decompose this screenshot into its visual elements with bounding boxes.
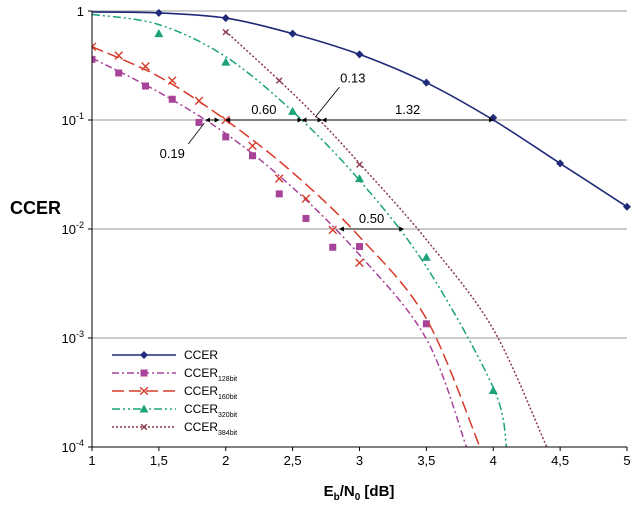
x-tick-label: 4 — [490, 453, 497, 468]
data-point — [167, 76, 177, 85]
legend-label: CCER160bit — [184, 384, 237, 401]
data-point — [623, 202, 631, 211]
data-point — [488, 385, 498, 394]
series-layer — [92, 8, 631, 447]
x-tick-label: 5 — [623, 453, 630, 468]
data-point — [328, 225, 338, 235]
data-point — [141, 62, 150, 71]
annotation-label: 0.19 — [160, 146, 185, 161]
x-tick-label: 3 — [356, 453, 363, 468]
legend-entry: CCER — [112, 348, 218, 362]
annotation-leader — [315, 86, 340, 118]
data-point — [92, 42, 97, 52]
legend-label: CCER — [184, 348, 218, 362]
data-point — [115, 69, 123, 77]
data-point — [221, 14, 230, 23]
y-tick-label: 10-4 — [62, 438, 84, 455]
data-point — [222, 133, 230, 141]
data-point — [301, 194, 311, 203]
data-point — [154, 8, 163, 17]
data-point — [249, 152, 256, 160]
legend-marker — [140, 423, 148, 431]
data-point — [422, 320, 430, 328]
legend-entry: CCER128bit — [112, 366, 237, 383]
series-384bit — [222, 28, 548, 447]
legend-label: CCER128bit — [184, 366, 237, 383]
x-tick-label: 4,5 — [551, 453, 569, 468]
data-point — [274, 174, 284, 183]
y-axis-label: CCER — [10, 198, 61, 218]
data-point — [355, 174, 364, 183]
x-tick-label: 3,5 — [417, 453, 435, 468]
data-point — [114, 51, 124, 60]
legend-entry: CCER320bit — [112, 402, 237, 419]
data-point — [92, 55, 96, 63]
legend-entry: CCER384bit — [112, 420, 237, 437]
series-160bit — [92, 42, 481, 447]
x-tick-label: 2,5 — [284, 453, 302, 468]
data-point — [355, 50, 364, 59]
legend-marker — [140, 369, 148, 377]
y-tick-label: 1 — [77, 4, 84, 19]
legend-marker — [139, 386, 149, 396]
y-tick-label: 10-3 — [62, 329, 84, 346]
series-320bit — [92, 13, 508, 447]
data-point — [302, 214, 310, 222]
axes: 1 1,5 2 2,5 3 3,5 4 4,5 5 1 10-1 10-2 10-3 10-4 CCER Eb… — [10, 4, 631, 503]
annotation-label: 0.13 — [340, 71, 365, 86]
data-point — [356, 161, 363, 168]
data-point — [422, 78, 431, 87]
annotation-layer: 0.19 0.60 0.13 1.32 0.50 — [160, 71, 494, 232]
data-point — [194, 96, 204, 106]
data-point — [421, 252, 431, 261]
x-tick-label: 1 — [88, 453, 95, 468]
data-point — [288, 29, 297, 38]
series-line — [225, 30, 548, 447]
data-point — [221, 57, 231, 66]
data-point — [154, 29, 164, 38]
series-line — [92, 13, 508, 447]
y-tick-label: 10-1 — [62, 111, 84, 128]
data-point — [142, 82, 149, 90]
data-point — [168, 95, 176, 103]
data-point — [222, 28, 230, 36]
x-tick-label: 1,5 — [150, 453, 168, 468]
legend-label: CCER320bit — [184, 402, 237, 419]
legend: CCER CCER128bitCCER160bitCCER320bitCCER38… — [112, 348, 237, 437]
annotation-label: 1.32 — [395, 102, 420, 117]
series-line — [92, 57, 468, 447]
data-point — [195, 118, 203, 126]
annotation-label: 0.50 — [359, 211, 384, 226]
x-axis-label: Eb/N0 [dB] — [324, 483, 395, 503]
legend-marker — [140, 351, 148, 359]
series-ccer — [92, 8, 631, 211]
data-point — [248, 141, 257, 151]
series-128bit — [92, 55, 468, 447]
legend-label: CCER384bit — [184, 420, 237, 437]
series-line — [92, 46, 481, 447]
annotation-leader — [187, 122, 205, 145]
data-point — [275, 77, 283, 84]
legend-marker — [139, 404, 149, 413]
x-tick-label: 2 — [222, 453, 229, 468]
data-point — [556, 159, 565, 168]
data-point — [275, 190, 283, 198]
annotation-label: 0.60 — [251, 102, 276, 117]
data-point — [288, 106, 298, 115]
data-point — [355, 258, 364, 268]
legend-entry: CCER160bit — [112, 384, 237, 401]
y-tick-label: 10-2 — [62, 220, 84, 237]
data-point — [329, 243, 337, 251]
data-point — [356, 243, 363, 251]
